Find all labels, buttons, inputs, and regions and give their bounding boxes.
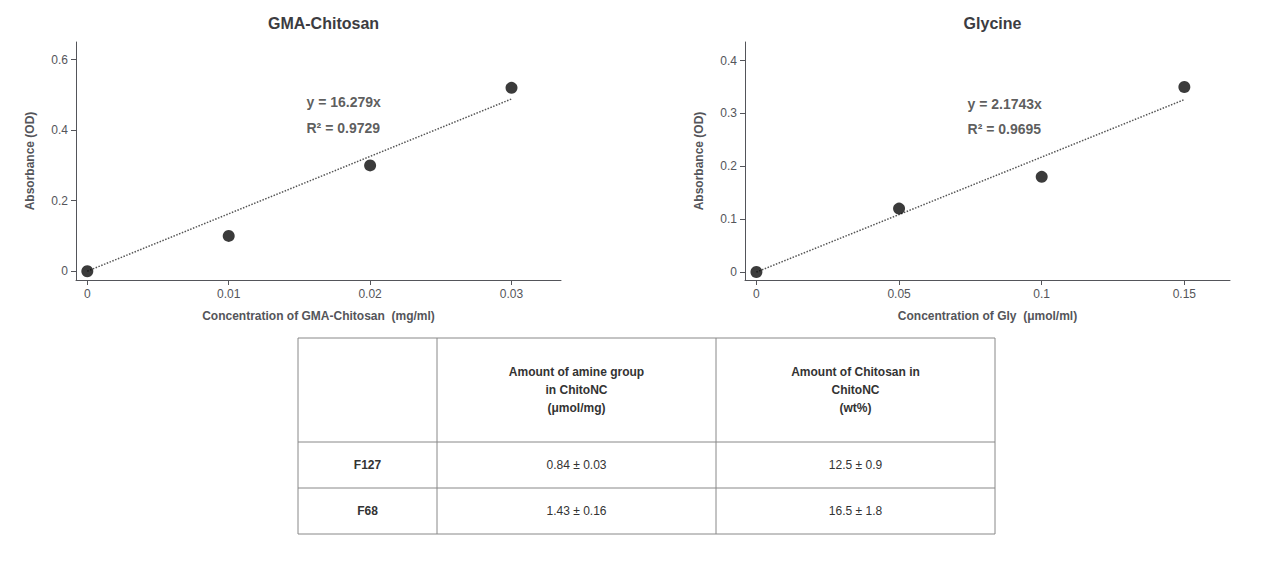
svg-text:0.2: 0.2	[720, 159, 737, 173]
svg-text:F68: F68	[357, 504, 378, 518]
svg-text:0.15: 0.15	[1173, 287, 1197, 301]
svg-text:0.4: 0.4	[720, 54, 737, 68]
svg-text:in ChitoNC: in ChitoNC	[546, 383, 608, 397]
svg-text:0: 0	[61, 264, 68, 278]
svg-text:Concentration of GMA-Chitosan: Concentration of GMA-Chitosan (mg/ml)	[202, 309, 435, 323]
svg-text:Concentration of Gly (μmol/ml: Concentration of Gly (μmol/ml)	[898, 309, 1077, 323]
svg-text:0.4: 0.4	[51, 123, 68, 137]
svg-text:y = 16.279x: y = 16.279x	[306, 94, 381, 110]
svg-text:12.5 ± 0.9: 12.5 ± 0.9	[829, 458, 883, 472]
svg-text:Amount of amine group: Amount of amine group	[509, 365, 644, 379]
svg-text:Absorbance (OD): Absorbance (OD)	[23, 112, 37, 211]
svg-text:GMA-Chitosan: GMA-Chitosan	[268, 15, 379, 32]
svg-text:0.84 ± 0.03: 0.84 ± 0.03	[547, 458, 607, 472]
svg-text:0: 0	[84, 287, 91, 301]
svg-text:0.03: 0.03	[500, 287, 524, 301]
svg-text:R² = 0.9695: R² = 0.9695	[968, 121, 1042, 137]
svg-text:F127: F127	[354, 458, 382, 472]
svg-text:0.1: 0.1	[1033, 287, 1050, 301]
svg-text:(wt%): (wt%)	[840, 401, 872, 415]
svg-text:16.5 ± 1.8: 16.5 ± 1.8	[829, 504, 883, 518]
svg-text:Glycine: Glycine	[964, 15, 1022, 32]
svg-text:0.02: 0.02	[358, 287, 382, 301]
svg-text:Absorbance (OD): Absorbance (OD)	[692, 112, 706, 211]
svg-text:0: 0	[753, 287, 760, 301]
svg-text:0.3: 0.3	[720, 106, 737, 120]
svg-text:y = 2.1743x: y = 2.1743x	[968, 96, 1043, 112]
svg-text:0: 0	[730, 265, 737, 279]
svg-text:ChitoNC: ChitoNC	[832, 383, 880, 397]
svg-text:Amount of Chitosan in: Amount of Chitosan in	[791, 365, 920, 379]
svg-text:0.05: 0.05	[887, 287, 911, 301]
svg-text:1.43 ± 0.16: 1.43 ± 0.16	[547, 504, 607, 518]
svg-text:0.1: 0.1	[720, 212, 737, 226]
svg-text:0.01: 0.01	[217, 287, 241, 301]
svg-text:0.6: 0.6	[51, 53, 68, 67]
svg-text:R² = 0.9729: R² = 0.9729	[306, 120, 380, 136]
svg-text:0.2: 0.2	[51, 194, 68, 208]
svg-text:(μmol/mg): (μmol/mg)	[547, 401, 605, 415]
